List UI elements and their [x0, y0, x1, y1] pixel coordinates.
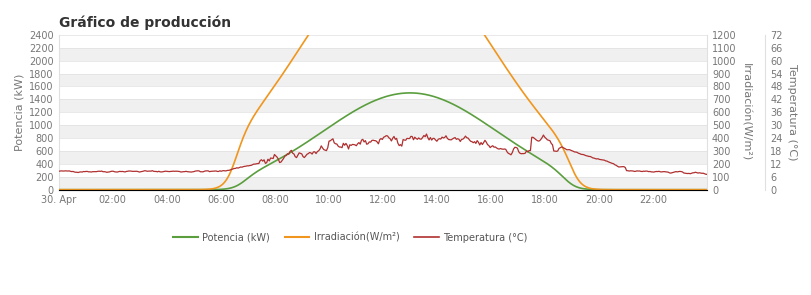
Bar — [58, 48, 706, 61]
Bar — [58, 86, 706, 99]
Bar — [58, 164, 706, 177]
Bar — [58, 151, 706, 164]
Y-axis label: Irradiación(W/m²): Irradiación(W/m²) — [740, 63, 750, 161]
Bar — [58, 61, 706, 73]
Legend: Potencia (kW), Irradiación(W/m²), Temperatura (°C): Potencia (kW), Irradiación(W/m²), Temper… — [169, 229, 531, 246]
Bar — [58, 35, 706, 48]
Bar — [58, 125, 706, 138]
Bar — [58, 112, 706, 125]
Text: Gráfico de producción: Gráfico de producción — [58, 15, 230, 30]
Bar — [58, 138, 706, 151]
Bar — [58, 99, 706, 112]
Bar — [58, 177, 706, 190]
Y-axis label: Temperatura (°C): Temperatura (°C) — [786, 64, 796, 160]
Bar — [58, 73, 706, 86]
Y-axis label: Potencia (kW): Potencia (kW) — [15, 73, 25, 151]
